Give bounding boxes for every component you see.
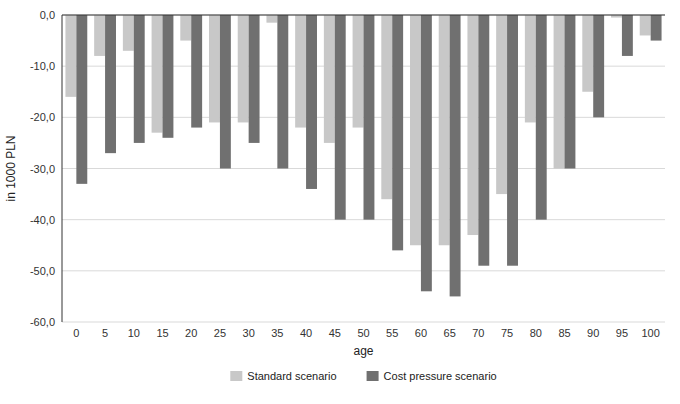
x-tick-label: 60 xyxy=(415,327,427,339)
y-axis-line xyxy=(62,15,63,322)
x-tick-label: 20 xyxy=(185,327,197,339)
bar xyxy=(651,15,662,41)
x-tick-label: 65 xyxy=(444,327,456,339)
x-tick-label: 5 xyxy=(102,327,108,339)
bar xyxy=(364,15,375,220)
legend-label: Standard scenario xyxy=(247,370,336,382)
x-tick-label: 10 xyxy=(128,327,140,339)
bar xyxy=(478,15,489,266)
chart-container: 0,0 -10,0 -20,0 -30,0 -40,0 -50,0 -60,0 0 5 10 15 2… xyxy=(0,0,680,404)
bars xyxy=(65,15,661,296)
bar xyxy=(593,15,604,117)
bar xyxy=(467,15,478,235)
bar xyxy=(209,15,220,122)
bar xyxy=(277,15,288,169)
bar xyxy=(381,15,392,199)
x-tick-label: 55 xyxy=(386,327,398,339)
y-tick-label: -30,0 xyxy=(30,163,55,175)
x-tick-label: 50 xyxy=(357,327,369,339)
bar xyxy=(421,15,432,291)
bar xyxy=(582,15,593,92)
x-tick-label: 100 xyxy=(641,327,659,339)
legend-swatch xyxy=(367,371,379,381)
bar xyxy=(295,15,306,128)
x-tick-label: 0 xyxy=(73,327,79,339)
chart-svg: 0,0 -10,0 -20,0 -30,0 -40,0 -50,0 -60,0 0 5 10 15 2… xyxy=(0,0,680,404)
bar xyxy=(622,15,633,56)
y-tick-label: -20,0 xyxy=(30,111,55,123)
background xyxy=(0,0,680,404)
x-tick-label: 35 xyxy=(271,327,283,339)
bar xyxy=(392,15,403,250)
bar xyxy=(306,15,317,189)
x-tick-label: 85 xyxy=(558,327,570,339)
legend-label: Cost pressure scenario xyxy=(384,370,497,382)
bar xyxy=(439,15,450,245)
x-axis-line xyxy=(62,15,665,16)
x-tick-label: 70 xyxy=(472,327,484,339)
bar xyxy=(266,15,277,23)
bar xyxy=(565,15,576,169)
y-tick-label: -50,0 xyxy=(30,265,55,277)
bar xyxy=(134,15,145,143)
bar xyxy=(496,15,507,194)
bar xyxy=(238,15,249,122)
bar xyxy=(525,15,536,122)
bar xyxy=(191,15,202,128)
bar xyxy=(335,15,346,220)
x-tick-label: 15 xyxy=(156,327,168,339)
bar xyxy=(249,15,260,143)
y-tick-label: -60,0 xyxy=(30,316,55,328)
bar xyxy=(105,15,116,153)
x-tick-label: 30 xyxy=(243,327,255,339)
bar xyxy=(507,15,518,266)
bar xyxy=(640,15,651,35)
x-tick-label: 25 xyxy=(214,327,226,339)
grid-line xyxy=(62,322,665,323)
y-tick-label: -40,0 xyxy=(30,214,55,226)
bar xyxy=(65,15,76,97)
x-tick-label: 45 xyxy=(329,327,341,339)
bar xyxy=(180,15,191,41)
bar xyxy=(353,15,364,128)
bar xyxy=(220,15,231,169)
bar xyxy=(152,15,163,133)
y-axis-label: in 1000 PLN xyxy=(4,135,18,201)
bar xyxy=(163,15,174,138)
y-tick-label: -10,0 xyxy=(30,60,55,72)
grid-line xyxy=(62,15,665,16)
legend: Standard scenario Cost pressure scenario xyxy=(230,370,496,382)
grid-line xyxy=(62,270,665,271)
bar xyxy=(123,15,134,51)
legend-swatch xyxy=(230,371,242,381)
x-axis-label: age xyxy=(353,344,373,358)
bar xyxy=(324,15,335,143)
x-tick-label: 95 xyxy=(616,327,628,339)
y-tick-label: 0,0 xyxy=(40,9,55,21)
grid xyxy=(62,15,665,322)
x-tick-label: 80 xyxy=(530,327,542,339)
bar xyxy=(554,15,565,169)
x-tick-label: 90 xyxy=(587,327,599,339)
x-tick-label: 75 xyxy=(501,327,513,339)
bar xyxy=(536,15,547,220)
bar xyxy=(410,15,421,245)
bar xyxy=(94,15,105,56)
x-tick-label: 40 xyxy=(300,327,312,339)
bar xyxy=(76,15,87,184)
bar xyxy=(450,15,461,296)
